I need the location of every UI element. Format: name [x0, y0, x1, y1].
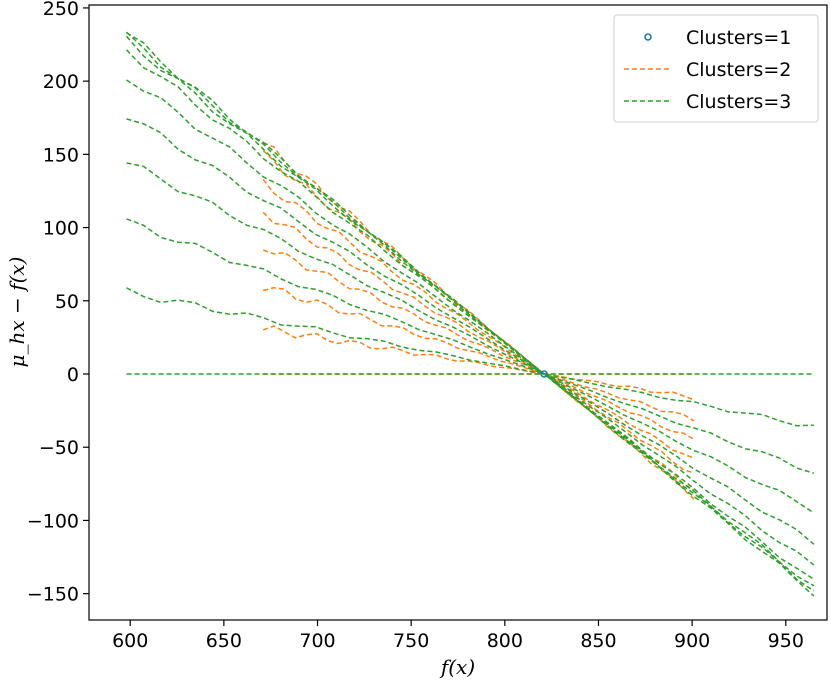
series-line-clusters-3	[126, 118, 815, 545]
series-line-clusters-2	[263, 286, 695, 422]
series-line-clusters-3	[125, 35, 815, 587]
x-tick-label: 800	[487, 630, 523, 652]
series-line-clusters-3	[126, 218, 815, 474]
plot-area	[88, 4, 828, 621]
y-axis: 250 200 150 100 50 0 −50 −100 −150	[27, 0, 89, 606]
y-axis-title: μ_hx − f(x)	[5, 257, 29, 368]
y-tick-label: −50	[39, 437, 79, 459]
y-tick-label: 0	[67, 364, 79, 386]
series-line-clusters-3	[126, 287, 814, 427]
series-line-clusters-2	[262, 179, 695, 474]
x-tick-label: 700	[299, 630, 335, 652]
y-tick-label: 250	[43, 0, 79, 20]
series-line-clusters-3	[126, 162, 815, 514]
x-tick-label: 900	[674, 630, 710, 652]
series-line-clusters-3	[125, 49, 815, 580]
y-tick-label: −150	[27, 584, 79, 606]
marker-layer	[540, 370, 548, 378]
y-tick-label: 50	[55, 291, 79, 313]
y-tick-label: 100	[43, 218, 79, 240]
series-layer	[125, 31, 815, 597]
y-tick-label: −100	[27, 510, 79, 532]
y-tick-label: 200	[43, 71, 79, 93]
x-tick-label: 750	[393, 630, 429, 652]
legend: Clusters=1 Clusters=2 Clusters=3	[613, 14, 819, 123]
x-axis-title: f(x)	[439, 655, 475, 679]
legend-box	[613, 14, 819, 123]
series-line-clusters-3	[125, 31, 815, 592]
legend-marker-clusters-1	[644, 33, 652, 41]
series-line-clusters-2	[262, 211, 695, 459]
x-tick-label: 600	[112, 630, 148, 652]
legend-label-clusters-2: Clusters=2	[686, 59, 791, 81]
series-line-clusters-2	[262, 325, 695, 401]
y-tick-label: 150	[43, 144, 79, 166]
x-tick-label: 950	[768, 630, 804, 652]
series-line-clusters-3	[126, 79, 815, 566]
x-axis: 600 650 700 750 800 850 900 950	[112, 620, 804, 652]
legend-label-clusters-3: Clusters=3	[686, 91, 791, 113]
x-tick-label: 650	[206, 630, 242, 652]
series-line-clusters-2	[262, 249, 695, 440]
legend-label-clusters-1: Clusters=1	[686, 27, 791, 49]
x-tick-label: 850	[580, 630, 616, 652]
series-marker-clusters-1	[540, 370, 548, 378]
